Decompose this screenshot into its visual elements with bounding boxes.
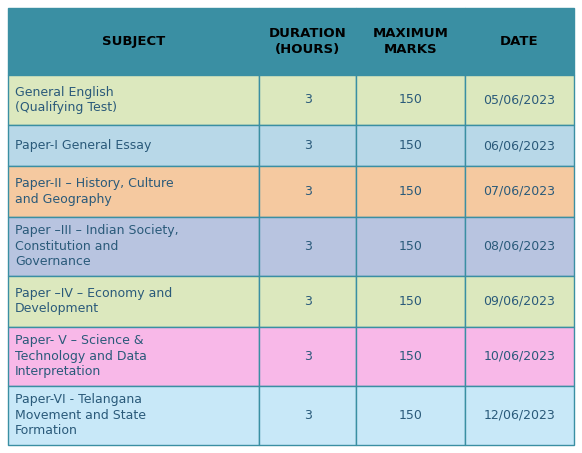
Bar <box>356 125 465 166</box>
Text: 08/06/2023: 08/06/2023 <box>484 240 556 253</box>
Bar <box>259 217 356 276</box>
Bar <box>8 327 259 386</box>
Text: 05/06/2023: 05/06/2023 <box>484 93 556 106</box>
Text: Paper-II – History, Culture
and Geography: Paper-II – History, Culture and Geograph… <box>15 177 173 206</box>
Text: 09/06/2023: 09/06/2023 <box>484 295 555 308</box>
Bar <box>465 217 574 276</box>
Text: General English
(Qualifying Test): General English (Qualifying Test) <box>15 86 117 114</box>
Bar <box>8 8 259 75</box>
Text: 150: 150 <box>399 350 423 363</box>
Bar <box>8 386 259 445</box>
Bar <box>356 217 465 276</box>
Bar <box>8 125 259 166</box>
Bar <box>465 327 574 386</box>
Text: 3: 3 <box>304 139 311 152</box>
Bar <box>8 276 259 327</box>
Bar <box>259 276 356 327</box>
Text: DATE: DATE <box>500 35 539 48</box>
Text: Paper-VI - Telangana
Movement and State
Formation: Paper-VI - Telangana Movement and State … <box>15 393 146 438</box>
Text: 06/06/2023: 06/06/2023 <box>484 139 555 152</box>
Bar <box>259 8 356 75</box>
Text: 3: 3 <box>304 409 311 422</box>
Bar <box>356 276 465 327</box>
Text: 150: 150 <box>399 139 423 152</box>
Bar <box>259 386 356 445</box>
Bar <box>259 166 356 217</box>
Text: 150: 150 <box>399 409 423 422</box>
Bar <box>8 75 259 125</box>
Text: Paper –III – Indian Society,
Constitution and
Governance: Paper –III – Indian Society, Constitutio… <box>15 224 179 268</box>
Text: 3: 3 <box>304 350 311 363</box>
Bar <box>465 125 574 166</box>
Text: 150: 150 <box>399 93 423 106</box>
Text: Paper –IV – Economy and
Development: Paper –IV – Economy and Development <box>15 287 172 315</box>
Text: SUBJECT: SUBJECT <box>102 35 165 48</box>
Bar <box>465 386 574 445</box>
Bar <box>465 8 574 75</box>
Text: 150: 150 <box>399 185 423 198</box>
Bar <box>259 327 356 386</box>
Text: 10/06/2023: 10/06/2023 <box>484 350 555 363</box>
Text: 3: 3 <box>304 240 311 253</box>
Bar <box>259 75 356 125</box>
Text: MAXIMUM
MARKS: MAXIMUM MARKS <box>372 27 449 56</box>
Bar <box>356 75 465 125</box>
Text: 07/06/2023: 07/06/2023 <box>484 185 556 198</box>
Text: 3: 3 <box>304 185 311 198</box>
Bar <box>465 276 574 327</box>
Text: Paper- V – Science &
Technology and Data
Interpretation: Paper- V – Science & Technology and Data… <box>15 334 147 378</box>
Text: 3: 3 <box>304 93 311 106</box>
Text: 150: 150 <box>399 295 423 308</box>
Bar <box>356 386 465 445</box>
Bar <box>8 217 259 276</box>
Text: Paper-I General Essay: Paper-I General Essay <box>15 139 151 152</box>
Bar <box>465 166 574 217</box>
Bar <box>356 8 465 75</box>
Text: 12/06/2023: 12/06/2023 <box>484 409 555 422</box>
Bar <box>356 327 465 386</box>
Text: DURATION
(HOURS): DURATION (HOURS) <box>269 27 346 56</box>
Text: 150: 150 <box>399 240 423 253</box>
Bar <box>465 75 574 125</box>
Text: 3: 3 <box>304 295 311 308</box>
Bar <box>8 166 259 217</box>
Bar <box>356 166 465 217</box>
Bar <box>259 125 356 166</box>
